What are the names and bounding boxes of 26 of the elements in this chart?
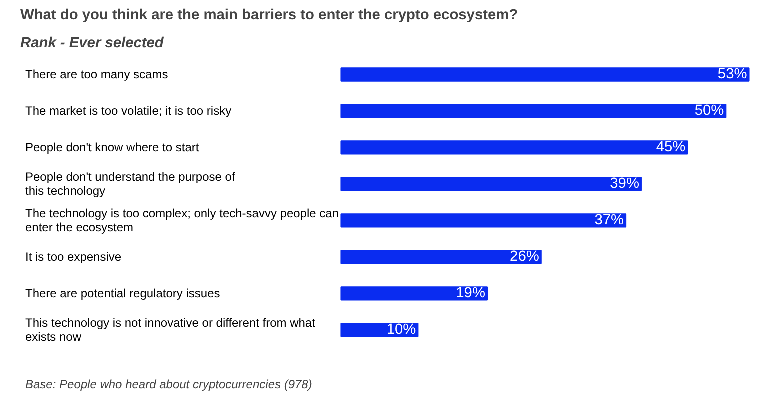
- y-tick-label: It is too expensive: [26, 250, 122, 264]
- y-tick-label: The technology is too complex; only tech-savvy people can enter the ecosystem: [26, 206, 340, 235]
- text: Rank - Ever selected: [20, 36, 165, 52]
- y-tick-label: This technology is not innovative or different from what exists now: [26, 316, 316, 344]
- bar: [340, 104, 727, 118]
- data-label: 26%: [510, 249, 540, 266]
- data-label: 53%: [718, 66, 748, 83]
- bar: [340, 68, 750, 82]
- text: Base: People who heard about cryptocurrencies (978): [26, 378, 312, 392]
- bar: [340, 140, 688, 155]
- y-tick-label: People don't understand the purpose of this technology: [26, 170, 236, 198]
- bar: [340, 286, 488, 301]
- data-label: 19%: [456, 286, 486, 302]
- y-tick-label: People don't know where to start: [26, 140, 200, 155]
- y-tick-label: There are potential regulatory issues: [26, 286, 220, 301]
- bar: [340, 250, 542, 264]
- bar: [340, 214, 627, 228]
- data-label: 50%: [694, 103, 724, 120]
- y-tick-label: The market is too volatile; it is too risky: [26, 104, 232, 118]
- data-label: 39%: [610, 176, 640, 192]
- data-label: 45%: [656, 140, 686, 156]
- data-label: 10%: [386, 322, 416, 338]
- chart-title: What do you think are the main barriers to enter the crypto ecosystem?: [20, 8, 518, 24]
- bar: [340, 177, 642, 192]
- y-tick-label: There are too many scams: [26, 68, 168, 82]
- data-label: 37%: [594, 212, 624, 229]
